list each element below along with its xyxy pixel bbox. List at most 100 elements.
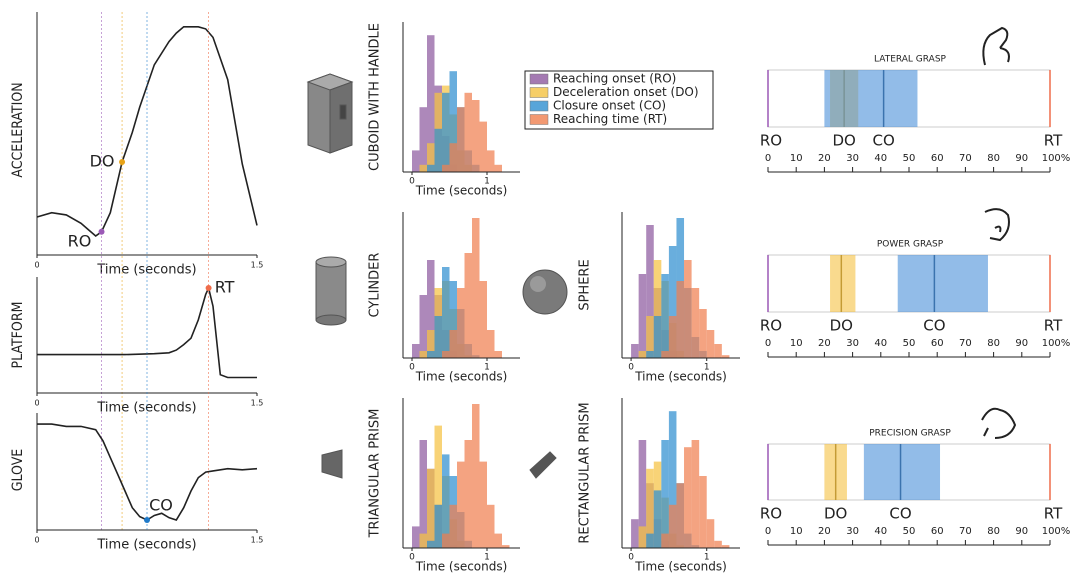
marker-label: RT	[1044, 317, 1063, 335]
marker-label: RO	[760, 132, 782, 150]
object-label: CYLINDER	[368, 253, 383, 318]
interval	[864, 444, 940, 500]
histogram-bar	[412, 344, 420, 358]
histogram-bar	[699, 476, 707, 548]
x-tick-label: 20	[818, 526, 831, 537]
x-tick-label: 40	[874, 153, 887, 164]
histogram-bar	[420, 534, 428, 548]
x-tick-label: 10	[790, 526, 803, 537]
histogram-bar	[676, 281, 684, 358]
histogram-bar	[450, 505, 458, 548]
grasp-title: POWER GRASP	[877, 240, 944, 250]
histogram-bar	[639, 274, 647, 358]
legend-label: Reaching onset (RO)	[553, 72, 676, 86]
x-tick-label: 60	[931, 153, 944, 164]
x-tick-label: 80	[987, 153, 1000, 164]
x-tick-label: 90	[1015, 153, 1028, 164]
event-label: DO	[90, 152, 115, 171]
event-label: RO	[68, 231, 92, 250]
interval-label: DO	[832, 132, 855, 150]
legend-swatch	[530, 101, 548, 111]
x-tick-label: 50	[903, 338, 916, 349]
histogram-bar	[465, 253, 473, 358]
x-tick-label: 0	[765, 153, 771, 164]
x-tick-label: 70	[959, 153, 972, 164]
x-tick-label: 1.5	[251, 399, 264, 408]
x-tick-label: 40	[874, 526, 887, 537]
histogram-bar	[487, 150, 495, 172]
x-tick-label: 80	[987, 526, 1000, 537]
histogram-bar	[442, 351, 450, 358]
histogram-bar	[495, 165, 503, 172]
x-tick-label: 0	[628, 363, 634, 373]
x-tick-label: 50	[903, 153, 916, 164]
histogram-bar	[442, 267, 450, 358]
event-dot	[119, 159, 125, 165]
histogram-bar	[427, 541, 435, 548]
x-tick-label: 90	[1015, 526, 1028, 537]
y-axis-label: PLATFORM	[10, 302, 26, 369]
histogram-bar	[699, 309, 707, 358]
x-tick-label: 0	[765, 338, 771, 349]
x-tick-label: 1.5	[251, 536, 264, 545]
hand-icons	[982, 28, 1015, 438]
interval-label: CO	[923, 317, 945, 335]
histogram-bar	[450, 330, 458, 358]
x-tick-label: 30	[846, 153, 859, 164]
histogram-bar	[442, 165, 450, 172]
x-tick-label: 1.5	[251, 261, 264, 270]
histogram-bar	[457, 462, 465, 548]
grasp-title: LATERAL GRASP	[874, 55, 947, 65]
histogram-bar	[661, 351, 669, 358]
histogram-bar	[480, 281, 488, 358]
histogram-bar	[661, 274, 669, 358]
object-label: SPHERE	[578, 259, 593, 310]
histogram-bar	[427, 469, 435, 548]
histogram-bar	[472, 404, 480, 548]
x-axis-label: Time (seconds)	[96, 538, 196, 553]
x-tick-label: 100%	[1042, 153, 1071, 164]
x-axis-label: Time (seconds)	[415, 370, 508, 384]
histogram-bar	[450, 143, 458, 172]
marker-label: RT	[1044, 505, 1063, 523]
histogram-bar	[420, 295, 428, 358]
histogram-bar	[480, 462, 488, 548]
x-tick-label: 100%	[1042, 526, 1071, 537]
x-axis-label: Time (seconds)	[415, 184, 508, 198]
histogram-bar	[442, 93, 450, 172]
histogram-bar	[412, 526, 420, 548]
histogram-bar	[654, 490, 662, 548]
x-tick-label: 70	[959, 526, 972, 537]
x-axis-label: Time (seconds)	[634, 560, 727, 573]
event-dot	[206, 285, 212, 291]
histogram-bar	[646, 534, 654, 548]
x-tick-label: 0	[34, 536, 39, 545]
x-tick-label: 90	[1015, 338, 1028, 349]
histogram-bar	[646, 351, 654, 358]
histogram-bar	[487, 505, 495, 548]
histogram-bar	[669, 316, 677, 358]
event-dot	[99, 229, 105, 235]
object-label: TRIANGULAR PRISM	[368, 409, 383, 539]
histogram-bar	[472, 100, 480, 172]
histogram-bar	[661, 440, 669, 548]
marker-label: RT	[1044, 132, 1063, 150]
marker-label: RO	[760, 317, 782, 335]
interval	[898, 255, 988, 312]
histogram-bar	[487, 330, 495, 358]
x-tick-label: 20	[818, 338, 831, 349]
object-label: RECTANGULAR PRISM	[578, 402, 593, 543]
x-tick-label: 60	[931, 526, 944, 537]
x-tick-label: 0	[409, 363, 415, 373]
histogram-bar	[427, 351, 435, 358]
event-label: RT	[215, 277, 235, 296]
histogram-bar	[639, 351, 647, 358]
histogram-bar	[692, 440, 700, 548]
x-tick-label: 80	[987, 338, 1000, 349]
x-tick-label: 0	[34, 261, 39, 270]
histogram-bar	[692, 288, 700, 358]
histogram-bar	[714, 541, 722, 548]
figure: 01.5Time (seconds)ACCELERATIONRODO01.5Ti…	[0, 0, 1077, 573]
histogram-bar	[495, 351, 503, 358]
legend-label: Closure onset (CO)	[553, 99, 666, 113]
